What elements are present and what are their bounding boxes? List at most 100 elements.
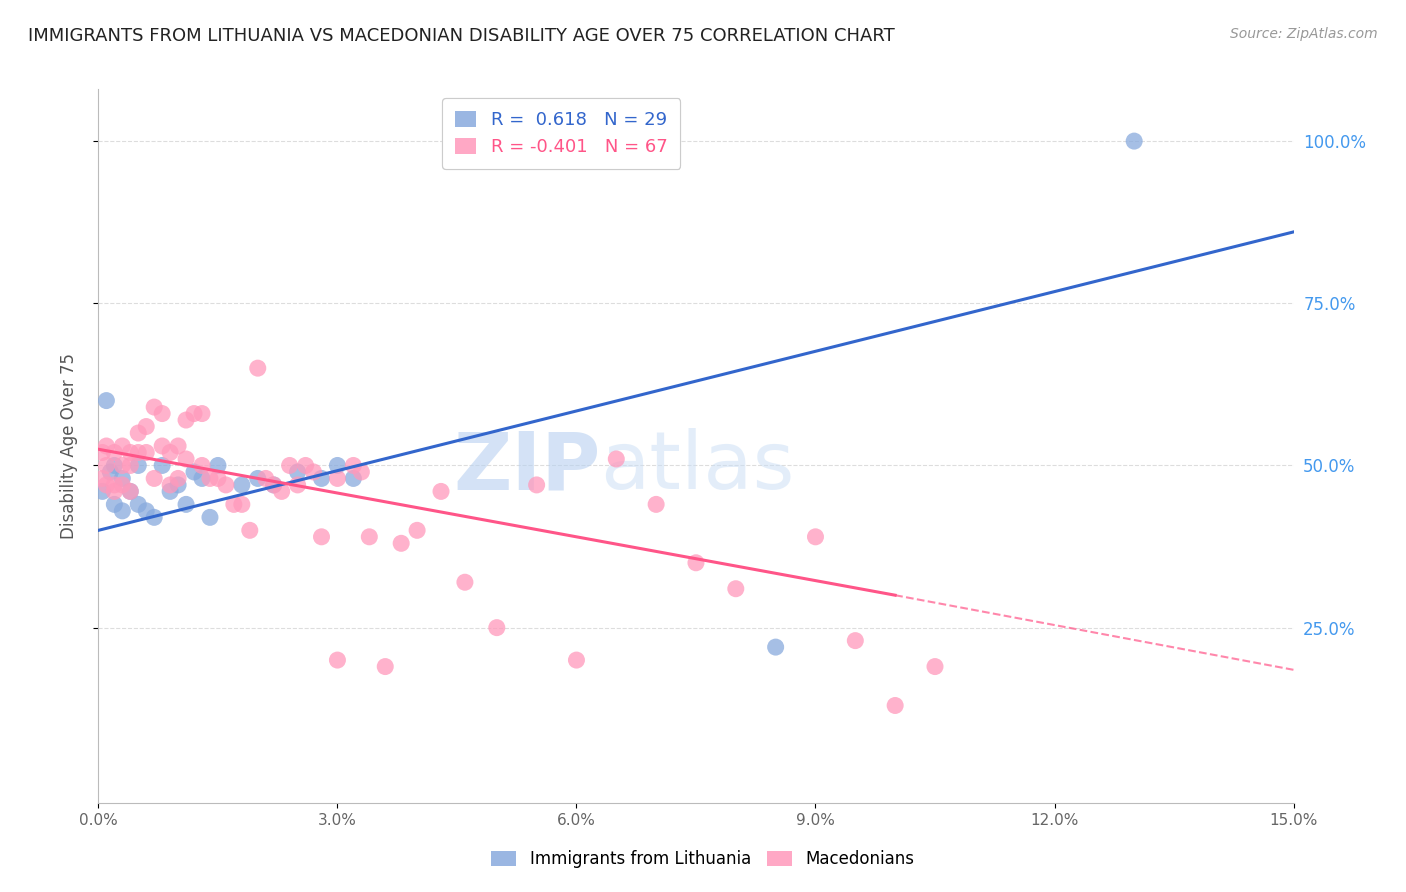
- Point: [111, 504, 134, 518]
- Point: [231, 497, 253, 511]
- Point: [127, 497, 149, 511]
- Point: [120, 458, 142, 473]
- Point: [804, 530, 827, 544]
- Point: [159, 484, 181, 499]
- Point: [924, 659, 946, 673]
- Point: [605, 452, 627, 467]
- Point: [342, 471, 364, 485]
- Point: [159, 478, 181, 492]
- Point: [103, 458, 125, 473]
- Point: [135, 419, 157, 434]
- Point: [246, 361, 269, 376]
- Point: [191, 471, 214, 485]
- Point: [159, 445, 181, 459]
- Point: [111, 471, 134, 485]
- Point: [127, 458, 149, 473]
- Point: [485, 621, 508, 635]
- Point: [207, 458, 229, 473]
- Point: [198, 510, 221, 524]
- Point: [311, 471, 333, 485]
- Point: [103, 497, 125, 511]
- Legend: R =  0.618   N = 29, R = -0.401   N = 67: R = 0.618 N = 29, R = -0.401 N = 67: [441, 98, 681, 169]
- Point: [724, 582, 747, 596]
- Point: [389, 536, 412, 550]
- Text: atlas: atlas: [600, 428, 794, 507]
- Point: [685, 556, 707, 570]
- Point: [198, 471, 221, 485]
- Point: [120, 445, 142, 459]
- Point: [143, 471, 166, 485]
- Point: [263, 478, 285, 492]
- Point: [167, 439, 190, 453]
- Point: [342, 458, 364, 473]
- Point: [127, 425, 149, 440]
- Point: [174, 497, 197, 511]
- Point: [96, 393, 118, 408]
- Point: [91, 471, 114, 485]
- Point: [263, 478, 285, 492]
- Point: [111, 458, 134, 473]
- Point: [526, 478, 548, 492]
- Point: [311, 530, 333, 544]
- Point: [278, 458, 301, 473]
- Point: [96, 478, 118, 492]
- Point: [565, 653, 588, 667]
- Point: [430, 484, 453, 499]
- Point: [143, 510, 166, 524]
- Point: [406, 524, 429, 538]
- Point: [150, 407, 173, 421]
- Point: [1123, 134, 1146, 148]
- Point: [222, 497, 245, 511]
- Point: [111, 439, 134, 453]
- Y-axis label: Disability Age Over 75: Disability Age Over 75: [59, 353, 77, 539]
- Point: [207, 471, 229, 485]
- Legend: Immigrants from Lithuania, Macedonians: Immigrants from Lithuania, Macedonians: [485, 844, 921, 875]
- Point: [120, 484, 142, 499]
- Point: [183, 407, 205, 421]
- Point: [884, 698, 907, 713]
- Point: [91, 445, 114, 459]
- Point: [120, 484, 142, 499]
- Point: [374, 659, 396, 673]
- Point: [765, 640, 787, 654]
- Point: [96, 439, 118, 453]
- Point: [174, 413, 197, 427]
- Point: [231, 478, 253, 492]
- Point: [103, 445, 125, 459]
- Point: [302, 465, 325, 479]
- Point: [294, 458, 316, 473]
- Point: [326, 653, 349, 667]
- Text: ZIP: ZIP: [453, 428, 600, 507]
- Point: [270, 484, 292, 499]
- Point: [287, 465, 309, 479]
- Point: [844, 633, 866, 648]
- Point: [359, 530, 381, 544]
- Point: [287, 478, 309, 492]
- Point: [174, 452, 197, 467]
- Point: [135, 445, 157, 459]
- Point: [150, 458, 173, 473]
- Point: [103, 478, 125, 492]
- Point: [191, 458, 214, 473]
- Point: [191, 407, 214, 421]
- Point: [326, 471, 349, 485]
- Point: [215, 478, 238, 492]
- Point: [326, 458, 349, 473]
- Point: [239, 524, 262, 538]
- Point: [183, 465, 205, 479]
- Point: [246, 471, 269, 485]
- Point: [254, 471, 277, 485]
- Point: [167, 478, 190, 492]
- Point: [111, 478, 134, 492]
- Point: [91, 484, 114, 499]
- Point: [350, 465, 373, 479]
- Point: [150, 439, 173, 453]
- Point: [143, 400, 166, 414]
- Point: [454, 575, 477, 590]
- Point: [645, 497, 668, 511]
- Point: [100, 465, 122, 479]
- Point: [127, 445, 149, 459]
- Point: [135, 504, 157, 518]
- Point: [167, 471, 190, 485]
- Point: [103, 484, 125, 499]
